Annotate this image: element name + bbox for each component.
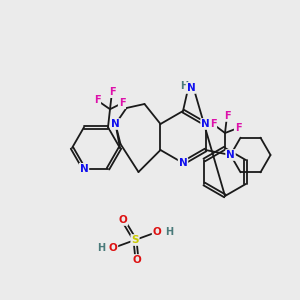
Text: S: S	[131, 235, 139, 245]
Text: O: O	[133, 255, 141, 265]
Text: F: F	[109, 87, 115, 97]
Text: F: F	[224, 111, 230, 121]
Text: H: H	[180, 81, 188, 91]
Text: H: H	[97, 243, 105, 253]
Text: F: F	[210, 119, 216, 129]
Text: O: O	[153, 227, 161, 237]
Text: N: N	[80, 164, 88, 174]
Text: F: F	[235, 123, 241, 133]
Text: F: F	[119, 98, 125, 108]
Text: H: H	[165, 227, 173, 237]
Text: N: N	[178, 158, 188, 168]
Text: N: N	[187, 83, 195, 93]
Text: O: O	[118, 215, 127, 225]
Text: N: N	[111, 119, 120, 129]
Text: O: O	[109, 243, 117, 253]
Text: N: N	[201, 119, 210, 129]
Text: F: F	[94, 95, 100, 105]
Text: N: N	[226, 150, 235, 160]
